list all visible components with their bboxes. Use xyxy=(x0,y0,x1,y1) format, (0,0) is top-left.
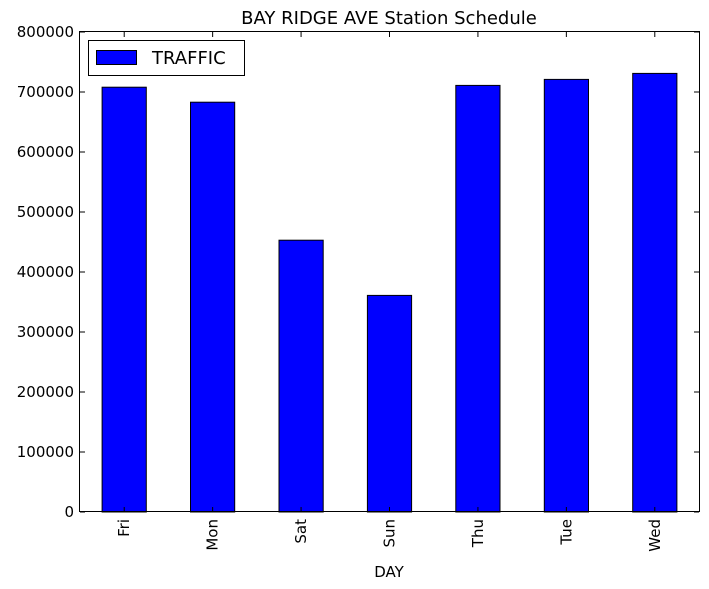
y-tick-label: 500000 xyxy=(17,203,74,221)
x-tick-label: Thu xyxy=(469,519,487,548)
x-tick-label: Tue xyxy=(557,519,575,546)
x-axis: Fri Mon Sat Sun Thu Tue Wed xyxy=(115,32,664,552)
x-axis-label: DAY xyxy=(374,563,404,581)
bar-wed xyxy=(632,72,678,513)
y-tick-label: 700000 xyxy=(17,83,74,101)
x-tick-label: Fri xyxy=(115,519,133,537)
legend-label: TRAFFIC xyxy=(151,48,226,69)
y-tick-label: 200000 xyxy=(17,383,74,401)
bar-sun xyxy=(366,294,413,513)
bars-group xyxy=(101,72,678,513)
x-tick-label: Sun xyxy=(381,519,399,548)
y-tick-label: 400000 xyxy=(17,263,74,281)
legend: TRAFFIC xyxy=(88,40,245,76)
y-tick-label: 300000 xyxy=(17,323,74,341)
y-axis: 0 100000 200000 300000 400000 500000 600000 700… xyxy=(17,23,699,521)
bar-fri xyxy=(101,86,147,513)
chart-title: BAY RIDGE AVE Station Schedule xyxy=(241,8,537,29)
x-tick-label: Sat xyxy=(292,519,310,544)
y-tick-label: 100000 xyxy=(17,443,74,461)
bar-mon xyxy=(190,101,236,513)
bar-sat xyxy=(278,239,324,513)
y-tick-label: 600000 xyxy=(17,143,74,161)
x-tick-label: Mon xyxy=(204,519,222,551)
y-tick-label: 0 xyxy=(64,503,74,521)
bar-tue xyxy=(543,78,589,513)
bar-thu xyxy=(455,84,501,513)
x-tick-label: Wed xyxy=(646,519,664,552)
y-tick-label: 800000 xyxy=(17,23,74,41)
legend-swatch xyxy=(96,50,137,65)
